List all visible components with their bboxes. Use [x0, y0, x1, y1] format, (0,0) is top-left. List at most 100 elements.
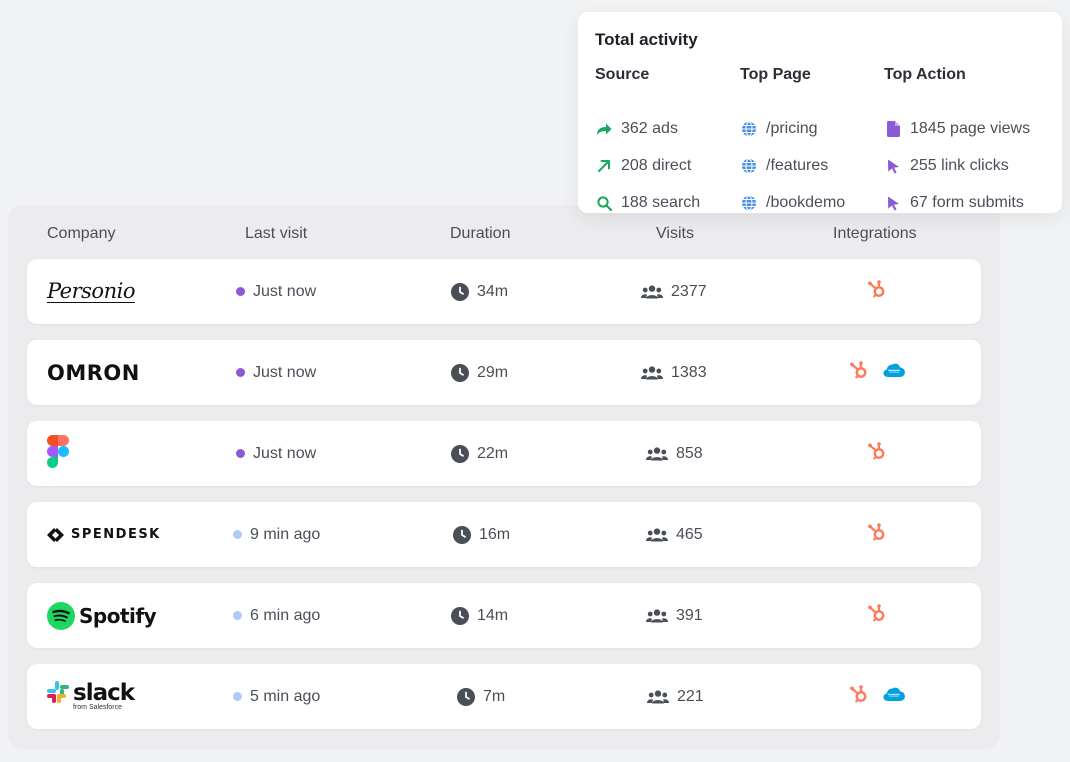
top-action-item[interactable]: 67 form submits: [884, 193, 1030, 213]
top-page-header: Top Page: [740, 66, 811, 83]
last-visit-cell: Just now: [236, 340, 416, 405]
spotify-logo-icon: [47, 601, 75, 630]
last-visit-cell: Just now: [236, 259, 416, 324]
last-visit-cell: 5 min ago: [233, 664, 413, 729]
last-visit-text: Just now: [253, 444, 317, 462]
company-cell: [47, 421, 227, 486]
top-page-item[interactable]: /bookdemo: [740, 193, 845, 213]
arrow-up-right-icon: [595, 159, 613, 173]
table-row[interactable]: slack from Salesforce 5 min ago 7m 221: [27, 664, 981, 729]
globe-icon: [740, 195, 758, 211]
last-visit-text: 6 min ago: [250, 606, 321, 624]
hubspot-icon[interactable]: [867, 522, 887, 547]
last-visit-text: 5 min ago: [250, 687, 321, 705]
last-visit-cell: 6 min ago: [233, 583, 413, 648]
cursor-icon: [884, 159, 902, 174]
clock-icon: [457, 687, 475, 706]
last-visit-cell: Just now: [236, 421, 416, 486]
duration-cell: 14m: [451, 583, 591, 648]
status-dot-recent: [233, 692, 242, 701]
table-row[interactable]: Spotify 6 min ago 14m 391: [27, 583, 981, 648]
clock-icon: [451, 282, 469, 301]
top-page-pricing-text: /pricing: [766, 120, 818, 137]
action-link-clicks-text: 255 link clicks: [910, 157, 1009, 174]
last-visit-text: Just now: [253, 282, 317, 300]
integrations-cell: [817, 502, 937, 567]
companies-table: Company Last visit Duration Visits Integ…: [8, 205, 1000, 749]
integrations-cell: [817, 340, 937, 405]
visits-cell: 858: [646, 421, 786, 486]
top-page-item[interactable]: /pricing: [740, 119, 845, 139]
clock-icon: [451, 444, 469, 463]
integrations-cell: [817, 421, 937, 486]
hubspot-icon[interactable]: [867, 279, 887, 304]
visits-text: 465: [676, 525, 703, 543]
duration-text: 22m: [477, 444, 509, 462]
top-page-item[interactable]: /features: [740, 156, 845, 176]
source-item[interactable]: 362 ads: [595, 119, 700, 139]
header-last-visit[interactable]: Last visit: [245, 225, 308, 242]
spendesk-logo-icon: [47, 527, 64, 542]
table-row[interactable]: OMRON Just now 29m 1383: [27, 340, 981, 405]
salesforce-icon[interactable]: [883, 687, 905, 707]
company-logo-slack: slack: [73, 679, 135, 706]
salesforce-icon[interactable]: [883, 363, 905, 383]
company-logo-spotify: Spotify: [79, 603, 157, 628]
header-company[interactable]: Company: [47, 225, 116, 242]
users-icon: [641, 284, 663, 299]
globe-icon: [740, 121, 758, 137]
top-action-item[interactable]: 1845 page views: [884, 119, 1030, 139]
duration-text: 7m: [483, 687, 506, 705]
total-activity-card: Total activity Source 362 ads 208 direct…: [578, 12, 1062, 213]
header-duration[interactable]: Duration: [450, 225, 511, 242]
source-column: Source 362 ads 208 direct 188 search: [595, 66, 700, 213]
hubspot-icon[interactable]: [867, 441, 887, 466]
duration-cell: 22m: [451, 421, 591, 486]
status-dot-recent: [233, 611, 242, 620]
action-page-views-text: 1845 page views: [910, 120, 1031, 137]
integrations-cell: [817, 583, 937, 648]
table-row[interactable]: Personio Just now 34m 2377: [27, 259, 981, 324]
header-visits[interactable]: Visits: [656, 225, 694, 242]
globe-icon: [740, 158, 758, 174]
company-logo-omron: OMRON: [47, 360, 140, 385]
header-integrations[interactable]: Integrations: [833, 225, 917, 242]
duration-cell: 34m: [451, 259, 591, 324]
status-dot-recent: [233, 530, 242, 539]
hubspot-icon[interactable]: [849, 360, 869, 385]
visits-text: 2377: [671, 282, 707, 300]
document-icon: [884, 121, 902, 137]
table-row[interactable]: Just now 22m 858: [27, 421, 981, 486]
visits-cell: 391: [646, 583, 786, 648]
visits-cell: 465: [646, 502, 786, 567]
figma-logo-icon: [47, 434, 69, 473]
last-visit-cell: 9 min ago: [233, 502, 413, 567]
source-item[interactable]: 188 search: [595, 193, 700, 213]
clock-icon: [451, 606, 469, 625]
clock-icon: [451, 363, 469, 382]
duration-cell: 29m: [451, 340, 591, 405]
source-item[interactable]: 208 direct: [595, 156, 700, 176]
source-direct-text: 208 direct: [621, 157, 692, 174]
users-icon: [646, 446, 668, 461]
hubspot-icon[interactable]: [867, 603, 887, 628]
integrations-cell: [817, 259, 937, 324]
last-visit-text: Just now: [253, 363, 317, 381]
source-search-text: 188 search: [621, 194, 701, 211]
duration-text: 16m: [479, 525, 511, 543]
cursor-icon: [884, 196, 902, 211]
top-action-column: Top Action 1845 page views 255 link clic…: [884, 66, 1030, 213]
duration-text: 34m: [477, 282, 509, 300]
top-page-column: Top Page /pricing /features /bookdemo: [740, 66, 845, 213]
company-logo-personio: Personio: [47, 278, 135, 303]
hubspot-icon[interactable]: [849, 684, 869, 709]
slack-subtitle: from Salesforce: [73, 703, 123, 711]
users-icon: [647, 689, 669, 704]
top-action-item[interactable]: 255 link clicks: [884, 156, 1030, 176]
slack-wordmark: slack from Salesforce: [73, 679, 135, 712]
action-form-submits-text: 67 form submits: [910, 194, 1024, 211]
table-header: Company Last visit Duration Visits Integ…: [8, 205, 1000, 259]
table-row[interactable]: SPENDESK 9 min ago 16m 465: [27, 502, 981, 567]
company-cell: slack from Salesforce: [47, 664, 227, 729]
visits-cell: 1383: [641, 340, 781, 405]
